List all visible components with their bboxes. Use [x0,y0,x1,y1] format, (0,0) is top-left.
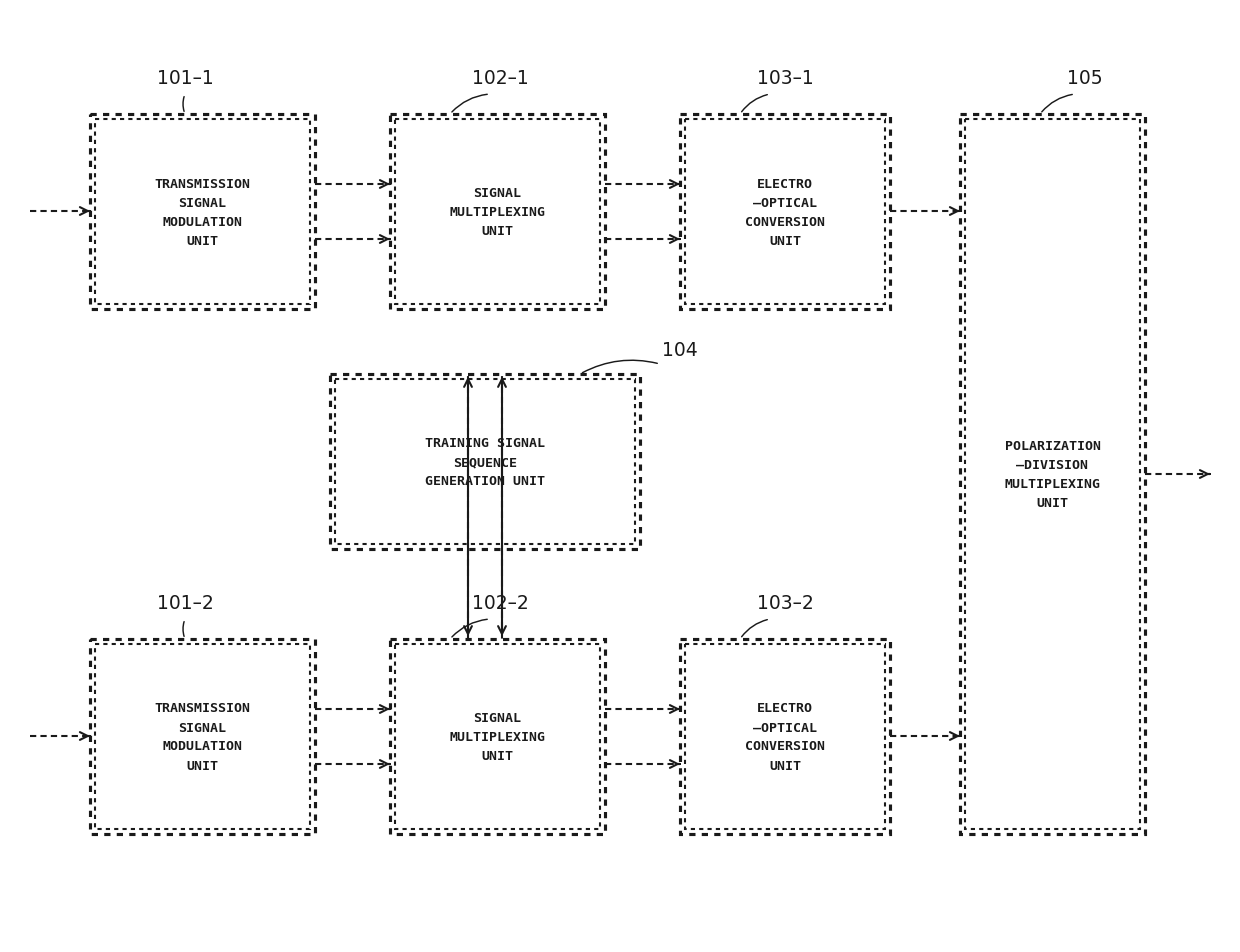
Text: SIGNAL
MULTIPLEXING
UNIT: SIGNAL MULTIPLEXING UNIT [449,711,546,763]
Text: 103–1: 103–1 [756,69,813,88]
Bar [684,645,885,829]
Text: 104: 104 [662,341,698,360]
Text: 102–1: 102–1 [471,69,528,88]
Bar [391,640,605,834]
Bar [330,374,640,549]
Bar [95,120,310,305]
Bar [391,115,605,309]
Text: ELECTRO
–OPTICAL
CONVERSION
UNIT: ELECTRO –OPTICAL CONVERSION UNIT [745,177,825,248]
Bar [680,640,890,834]
Bar [396,120,600,305]
Text: SIGNAL
MULTIPLEXING
UNIT: SIGNAL MULTIPLEXING UNIT [449,187,546,238]
Text: 103–2: 103–2 [756,593,813,612]
Bar [960,115,1145,834]
Bar [680,115,890,309]
Text: 102–2: 102–2 [471,593,528,612]
Bar [684,120,885,305]
Bar [965,120,1140,829]
Bar [91,115,315,309]
Text: TRANSMISSION
SIGNAL
MODULATION
UNIT: TRANSMISSION SIGNAL MODULATION UNIT [155,702,250,772]
Text: TRANSMISSION
SIGNAL
MODULATION
UNIT: TRANSMISSION SIGNAL MODULATION UNIT [155,177,250,248]
Bar [396,645,600,829]
Bar [95,645,310,829]
Text: TRAINING SIGNAL
SEQUENCE
GENERATION UNIT: TRAINING SIGNAL SEQUENCE GENERATION UNIT [425,437,546,487]
Text: POLARIZATION
–DIVISION
MULTIPLEXING
UNIT: POLARIZATION –DIVISION MULTIPLEXING UNIT [1004,440,1101,509]
Bar [91,640,315,834]
Text: 101–1: 101–1 [156,69,213,88]
Text: ELECTRO
–OPTICAL
CONVERSION
UNIT: ELECTRO –OPTICAL CONVERSION UNIT [745,702,825,772]
Bar [335,380,635,545]
Text: 105: 105 [1068,69,1102,88]
Text: 101–2: 101–2 [156,593,213,612]
